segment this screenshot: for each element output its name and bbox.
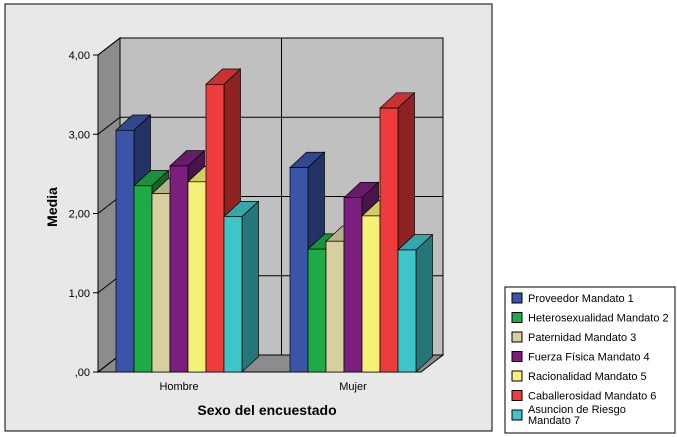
bar xyxy=(325,240,345,373)
y-axis-title: Media xyxy=(44,187,60,227)
legend-label: Caballerosidad Mandato 6 xyxy=(528,391,656,403)
bar xyxy=(343,197,363,373)
bar xyxy=(379,107,399,373)
legend: Proveedor Mandato 1 Heterosexualidad Mand… xyxy=(511,292,669,427)
legend-swatch xyxy=(511,331,523,343)
bar-side xyxy=(415,233,433,373)
y-tick-label: ,00 xyxy=(75,367,90,379)
bar xyxy=(133,185,153,373)
bar xyxy=(289,167,309,373)
bar xyxy=(187,181,207,373)
bar xyxy=(115,129,135,373)
legend-swatch xyxy=(511,409,523,421)
gridline-wall xyxy=(97,37,121,56)
bar xyxy=(205,83,225,373)
legend-label: Asuncion de Riesgo Mandato 7 xyxy=(528,404,626,427)
legend-swatch xyxy=(511,351,523,362)
legend-label: Paternidad Mandato 3 xyxy=(528,332,636,344)
legend-swatch xyxy=(511,312,523,323)
legend-label: Fuerza Física Mandato 4 xyxy=(528,352,650,364)
y-tick-label: 1,00 xyxy=(69,288,90,300)
legend-box xyxy=(504,286,676,434)
x-tick-label: Mujer xyxy=(339,381,367,393)
legend-swatch xyxy=(511,390,523,401)
x-tick-label: Hombre xyxy=(159,381,198,393)
gridline-wall xyxy=(97,116,121,135)
y-tick-label: 4,00 xyxy=(69,50,90,62)
legend-swatch xyxy=(511,292,523,304)
legend-swatch xyxy=(511,370,523,382)
bar xyxy=(307,248,327,373)
bar xyxy=(361,215,381,373)
bar xyxy=(169,165,189,373)
legend-label: Racionalidad Mandato 5 xyxy=(528,371,647,383)
bar-side xyxy=(241,200,259,373)
y-tick-label: 2,00 xyxy=(69,209,90,221)
legend-label: Proveedor Mandato 1 xyxy=(528,293,634,305)
bar xyxy=(397,249,417,373)
x-axis-title: Sexo del encuestado xyxy=(197,402,336,418)
bar xyxy=(151,193,171,373)
legend-label: Heterosexualidad Mandato 2 xyxy=(528,313,669,325)
y-tick-label: 3,00 xyxy=(69,129,90,141)
bar xyxy=(223,216,243,373)
